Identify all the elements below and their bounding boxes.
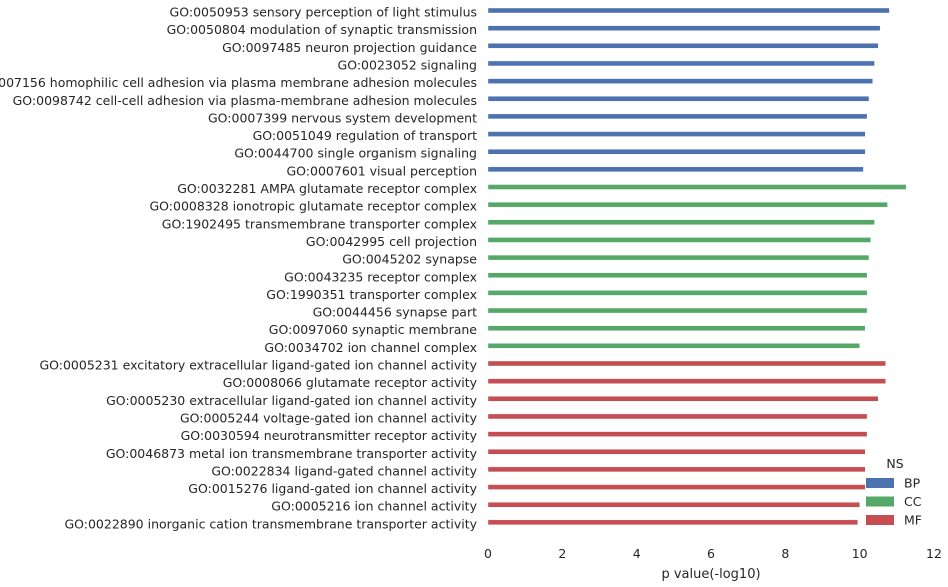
bar-cc xyxy=(487,343,860,349)
category-label: GO:0022834 ligand-gated channel activity xyxy=(211,463,477,478)
x-tick-label: 4 xyxy=(633,546,641,561)
bar-cc xyxy=(487,290,868,296)
category-labels-layer: GO:0050953 sensory perception of light s… xyxy=(0,5,478,532)
category-label: GO:0005230 extracellular ligand-gated io… xyxy=(106,393,478,408)
x-tick-label: 8 xyxy=(781,546,789,561)
category-label: GO:0045202 synapse xyxy=(342,252,477,267)
bar-bp xyxy=(487,166,864,173)
bar-cc xyxy=(487,237,872,243)
bar-cc xyxy=(487,254,870,261)
bar-cc xyxy=(487,184,907,190)
category-label: GO:0023052 signaling xyxy=(338,57,477,72)
category-label: GO:0051049 regulation of transport xyxy=(253,128,478,143)
bar-bp xyxy=(487,25,881,31)
bar-cc xyxy=(487,272,868,278)
bar-cc xyxy=(487,219,875,226)
category-label: GO:0097060 synaptic membrane xyxy=(269,322,478,337)
category-label: GO:0042995 cell projection xyxy=(306,234,477,249)
bar-bp xyxy=(487,60,875,67)
bar-mf xyxy=(487,466,866,473)
legend-label-mf: MF xyxy=(904,513,922,528)
category-label: GO:0097485 neuron projection guidance xyxy=(222,40,477,55)
bar-bp xyxy=(487,7,890,14)
bar-cc xyxy=(487,325,866,331)
legend-swatch-mf xyxy=(866,515,894,525)
bar-bp xyxy=(487,148,866,155)
category-label: GO:1902495 transmembrane transporter com… xyxy=(162,216,477,231)
legend-title: NS xyxy=(886,456,903,471)
category-label: GO:0050953 sensory perception of light s… xyxy=(170,5,477,20)
bar-mf xyxy=(487,360,886,367)
category-label: GO:0044700 single organism signaling xyxy=(234,146,477,161)
x-axis-ticks-layer: 0 2 4 6 8 10 12 xyxy=(484,546,942,561)
category-label: GO:0044456 synapse part xyxy=(313,305,477,320)
bar-bp xyxy=(487,43,879,49)
bar-bp xyxy=(487,78,873,84)
category-label: GO:0050804 modulation of synaptic transm… xyxy=(167,22,477,37)
category-label: GO:0030594 neurotransmitter receptor act… xyxy=(181,428,478,443)
category-label: GO:0034702 ion channel complex xyxy=(264,340,477,355)
category-label: GO:0032281 AMPA glutamate receptor compl… xyxy=(177,181,477,196)
legend-label-bp: BP xyxy=(904,476,921,491)
category-label: GO:0046873 metal ion transmembrane trans… xyxy=(106,446,478,461)
bar-bp xyxy=(487,96,870,102)
category-label: GO:0005244 voltage-gated ion channel act… xyxy=(180,410,478,425)
bar-mf xyxy=(487,502,860,508)
x-tick-label: 2 xyxy=(558,546,566,561)
legend-entries: BP CC MF xyxy=(866,476,922,528)
bar-mf xyxy=(487,396,879,402)
bar-cc xyxy=(487,307,868,314)
bar-mf xyxy=(487,378,886,384)
bars-layer xyxy=(487,7,907,526)
category-label: GO:0043235 receptor complex xyxy=(284,269,477,284)
category-label: GO:0007156 homophilic cell adhesion via … xyxy=(0,75,477,90)
x-tick-label: 6 xyxy=(707,546,715,561)
bar-mf xyxy=(487,519,859,526)
bar-bp xyxy=(487,131,866,137)
category-label: GO:0007399 nervous system development xyxy=(208,110,477,125)
category-label: GO:0022890 inorganic cation transmembran… xyxy=(64,516,477,531)
bar-mf xyxy=(487,413,868,420)
bar-mf xyxy=(487,431,868,437)
x-tick-label: 10 xyxy=(852,546,868,561)
category-label: GO:0005231 excitatory extracellular liga… xyxy=(39,358,477,373)
category-label: GO:0015276 ligand-gated ion channel acti… xyxy=(188,481,477,496)
category-label: GO:0005216 ion channel activity xyxy=(271,499,477,514)
bar-bp xyxy=(487,113,868,120)
category-label: GO:1990351 transporter complex xyxy=(266,287,477,302)
x-axis-label: p value(-log10) xyxy=(661,567,760,582)
x-tick-label: 12 xyxy=(926,546,942,561)
bar-mf xyxy=(487,449,866,455)
legend: NS BP CC MF xyxy=(866,456,922,528)
legend-label-cc: CC xyxy=(904,494,922,509)
category-label: GO:0008328 ionotropic glutamate receptor… xyxy=(150,199,478,214)
bar-mf xyxy=(487,484,866,490)
x-tick-label: 0 xyxy=(484,546,492,561)
category-label: GO:0008066 glutamate receptor activity xyxy=(223,375,478,390)
legend-swatch-bp xyxy=(866,478,894,488)
legend-swatch-cc xyxy=(866,496,894,507)
category-label: GO:0098742 cell-cell adhesion via plasma… xyxy=(13,93,477,108)
bar-cc xyxy=(487,201,888,208)
category-label: GO:0007601 visual perception xyxy=(286,163,477,178)
